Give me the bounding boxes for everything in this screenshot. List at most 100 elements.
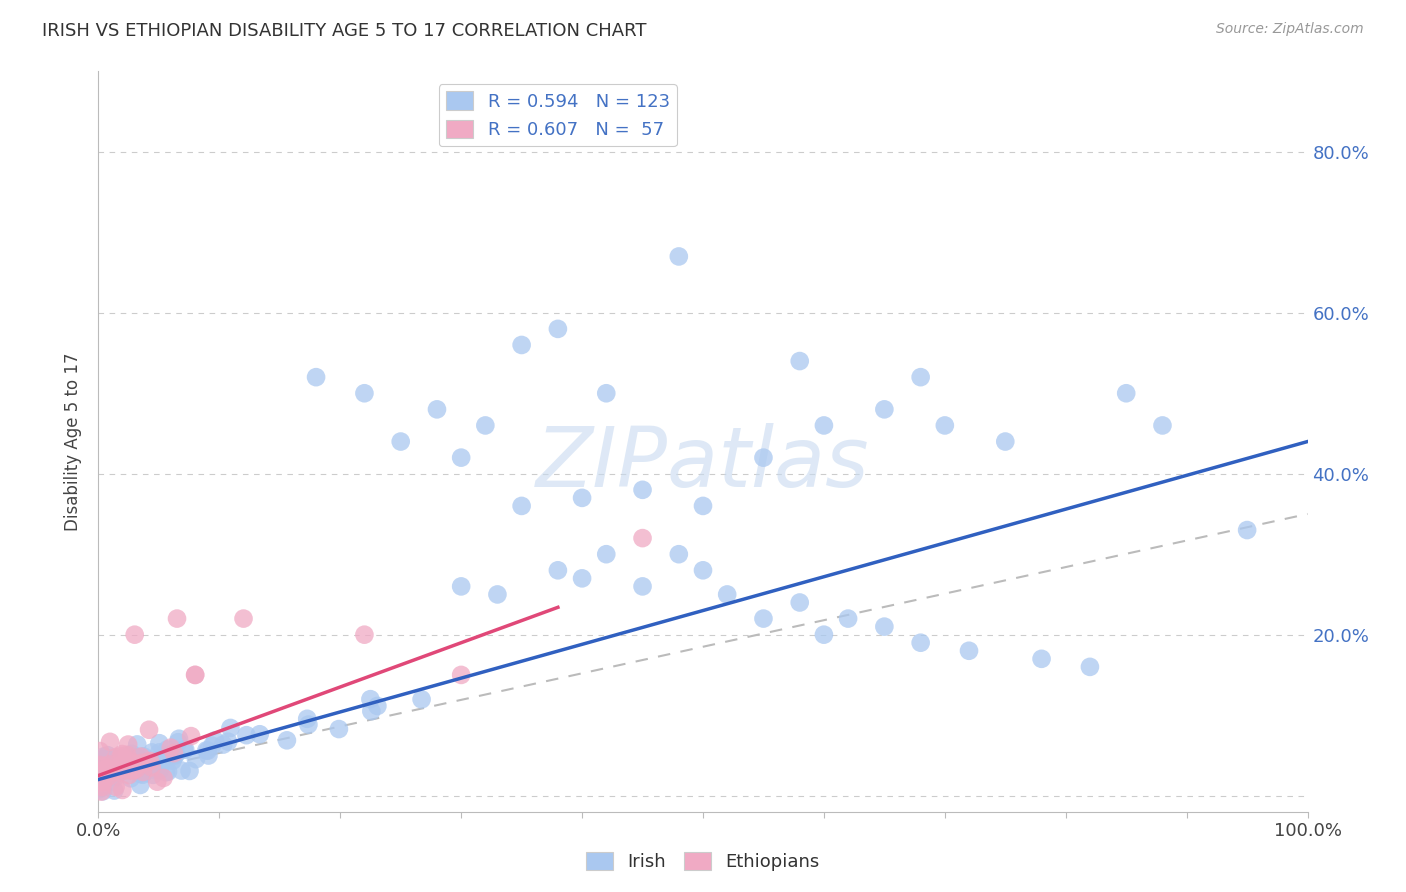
Point bbox=[100, 774, 122, 789]
Point bbox=[108, 759, 131, 773]
Text: IRISH VS ETHIOPIAN DISABILITY AGE 5 TO 17 CORRELATION CHART: IRISH VS ETHIOPIAN DISABILITY AGE 5 TO 1… bbox=[42, 22, 647, 40]
Point bbox=[98, 757, 121, 772]
Point bbox=[752, 450, 775, 465]
Point bbox=[89, 774, 111, 789]
Point bbox=[121, 747, 143, 761]
Point bbox=[195, 743, 218, 757]
Point bbox=[201, 739, 224, 753]
Point bbox=[668, 547, 690, 561]
Point bbox=[994, 434, 1017, 449]
Point bbox=[1152, 418, 1174, 433]
Point bbox=[934, 418, 956, 433]
Point bbox=[571, 491, 593, 505]
Point bbox=[117, 738, 139, 752]
Point bbox=[132, 764, 155, 779]
Point bbox=[873, 402, 896, 417]
Point bbox=[162, 754, 184, 768]
Point bbox=[148, 736, 170, 750]
Point bbox=[131, 768, 153, 782]
Point bbox=[122, 764, 145, 778]
Point bbox=[89, 744, 111, 758]
Point bbox=[120, 754, 142, 768]
Point bbox=[156, 742, 179, 756]
Point bbox=[159, 740, 181, 755]
Legend: R = 0.594   N = 123, R = 0.607   N =  57: R = 0.594 N = 123, R = 0.607 N = 57 bbox=[439, 84, 676, 146]
Point bbox=[510, 499, 533, 513]
Point bbox=[155, 751, 177, 765]
Point bbox=[94, 752, 117, 766]
Point bbox=[120, 772, 142, 786]
Point bbox=[411, 692, 433, 706]
Point bbox=[141, 746, 163, 760]
Text: ZIPatlas: ZIPatlas bbox=[536, 423, 870, 504]
Point bbox=[249, 727, 271, 741]
Point bbox=[1115, 386, 1137, 401]
Point bbox=[90, 764, 112, 778]
Point bbox=[789, 595, 811, 609]
Point bbox=[389, 434, 412, 449]
Point bbox=[692, 563, 714, 577]
Point bbox=[134, 765, 156, 780]
Point bbox=[100, 763, 122, 777]
Point bbox=[103, 783, 125, 797]
Point bbox=[108, 759, 131, 773]
Point bbox=[132, 749, 155, 764]
Point bbox=[219, 721, 242, 735]
Point bbox=[631, 483, 654, 497]
Point bbox=[486, 587, 509, 601]
Point bbox=[115, 754, 138, 768]
Point bbox=[359, 692, 381, 706]
Point bbox=[148, 763, 170, 777]
Point bbox=[148, 745, 170, 759]
Point bbox=[132, 758, 155, 772]
Point bbox=[1236, 523, 1258, 537]
Point bbox=[124, 628, 146, 642]
Point bbox=[631, 531, 654, 545]
Point bbox=[595, 547, 617, 561]
Point bbox=[105, 750, 128, 764]
Point bbox=[163, 746, 186, 760]
Point bbox=[115, 755, 138, 769]
Point bbox=[129, 778, 152, 792]
Point bbox=[173, 742, 195, 756]
Point bbox=[212, 738, 235, 752]
Point bbox=[179, 764, 201, 778]
Point bbox=[110, 757, 132, 772]
Point bbox=[174, 742, 197, 756]
Point bbox=[873, 619, 896, 633]
Point bbox=[146, 774, 169, 789]
Legend: Irish, Ethiopians: Irish, Ethiopians bbox=[579, 845, 827, 879]
Point bbox=[104, 752, 127, 766]
Point bbox=[97, 769, 120, 783]
Point bbox=[89, 782, 111, 797]
Point bbox=[450, 668, 472, 682]
Point bbox=[1078, 660, 1101, 674]
Point bbox=[217, 734, 239, 748]
Point bbox=[127, 738, 149, 752]
Point bbox=[111, 783, 134, 797]
Point bbox=[789, 354, 811, 368]
Point bbox=[692, 499, 714, 513]
Point bbox=[152, 771, 174, 785]
Point bbox=[360, 704, 382, 718]
Point bbox=[115, 747, 138, 762]
Point bbox=[118, 768, 141, 782]
Point bbox=[93, 767, 115, 781]
Point bbox=[184, 668, 207, 682]
Point bbox=[166, 611, 188, 625]
Point bbox=[165, 747, 187, 761]
Point bbox=[94, 770, 117, 784]
Point bbox=[910, 636, 932, 650]
Point bbox=[142, 768, 165, 782]
Point bbox=[89, 758, 111, 772]
Point bbox=[98, 763, 121, 777]
Point bbox=[668, 250, 690, 264]
Y-axis label: Disability Age 5 to 17: Disability Age 5 to 17 bbox=[65, 352, 83, 531]
Point bbox=[595, 386, 617, 401]
Point bbox=[1031, 652, 1053, 666]
Point bbox=[138, 723, 160, 737]
Point bbox=[127, 756, 149, 771]
Point bbox=[165, 748, 187, 763]
Point bbox=[96, 765, 118, 780]
Point bbox=[232, 611, 254, 625]
